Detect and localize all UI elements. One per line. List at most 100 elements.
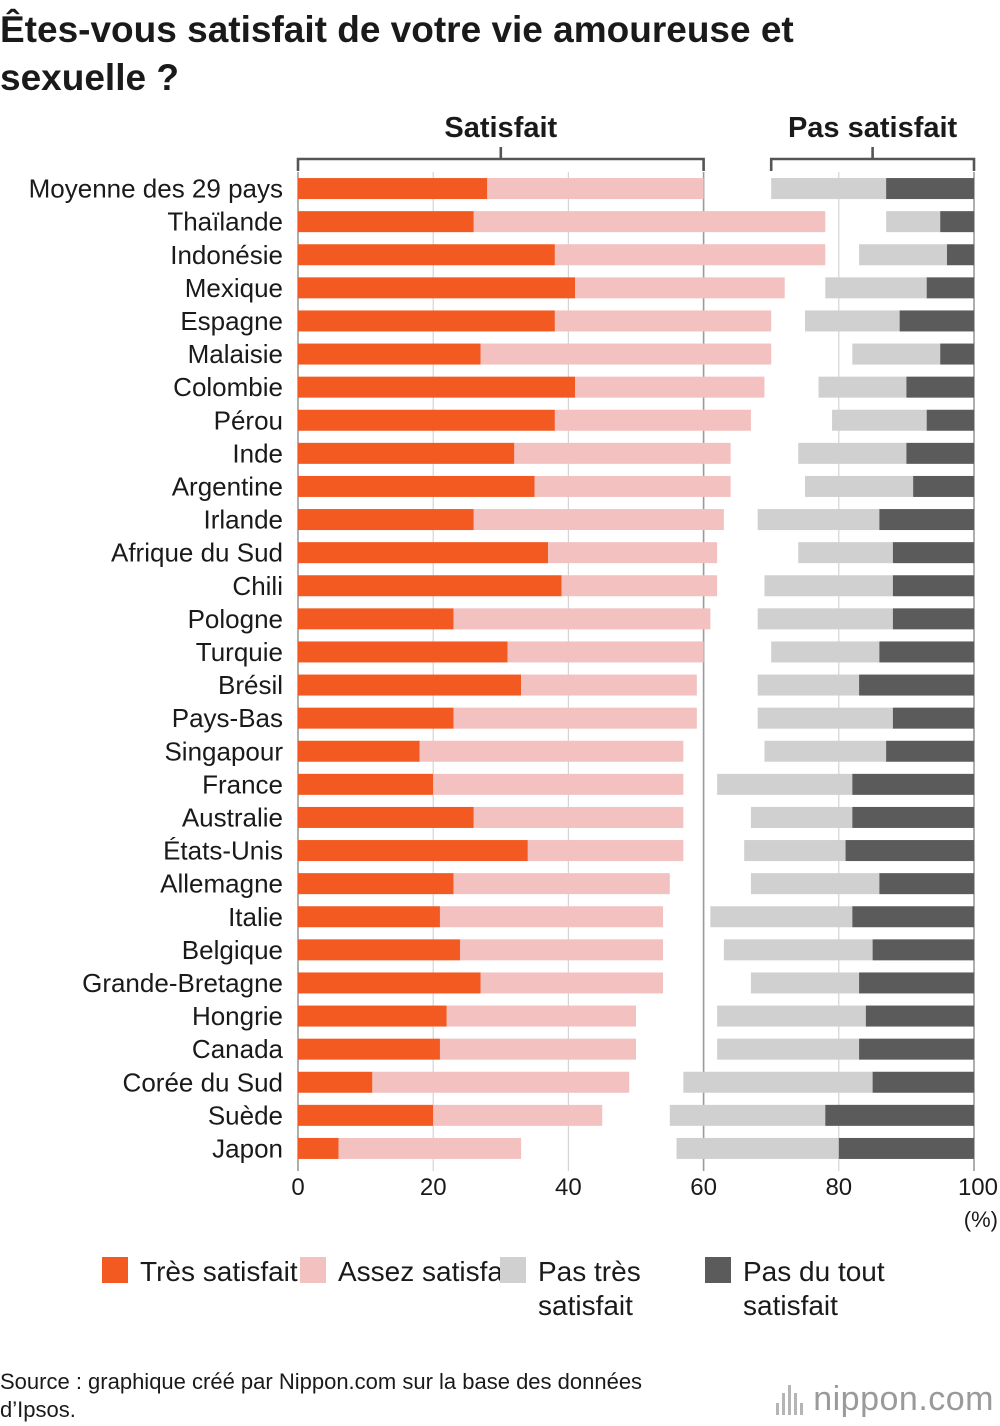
bar-pas-tres-satisfait [744,840,846,862]
category-label: Canada [192,1034,284,1064]
source-note: Source : graphique créé par Nippon.com s… [0,1369,643,1422]
bar-assez-satisfait [480,972,664,994]
category-label: Turquie [196,637,283,667]
bar-tres-satisfait [298,608,454,630]
bar-pas-du-tout-satisfait [892,707,974,729]
bar-tres-satisfait [298,277,576,299]
bar-tres-satisfait [298,409,555,431]
bar-pas-du-tout-satisfait [859,674,974,696]
bar-tres-satisfait [298,806,474,828]
category-label: Brésil [218,670,283,700]
legend: Très satisfait Assez satisfait Pas très … [0,1255,1000,1335]
bar-pas-tres-satisfait [750,806,853,828]
bar-tres-satisfait [298,740,420,762]
bar-assez-satisfait [453,873,670,895]
bar-assez-satisfait [514,442,731,464]
bar-pas-tres-satisfait [771,641,880,663]
bar-pas-tres-satisfait [710,906,853,928]
bar-pas-du-tout-satisfait [886,740,974,762]
bar-pas-tres-satisfait [886,211,941,233]
category-label: Irlande [204,505,284,535]
logo-mark-icon [776,1384,804,1415]
legend-label-pas-tres: Pas très satisfait [538,1256,641,1321]
bar-assez-satisfait [433,1104,603,1126]
category-label: Pologne [188,604,283,634]
pas-satisfait-group-bracket [769,157,976,171]
bar-tres-satisfait [298,475,535,497]
category-label: Espagne [180,306,283,336]
bar-tres-satisfait [298,1137,339,1159]
bar-pas-tres-satisfait [757,707,893,729]
bar-tres-satisfait [298,840,528,862]
bar-assez-satisfait [473,806,684,828]
bar-pas-du-tout-satisfait [865,1005,974,1027]
bar-assez-satisfait [575,376,765,398]
bar-pas-tres-satisfait [750,873,880,895]
chart-title: Êtes-vous satisfait de votre vie amoureu… [0,9,794,98]
bar-tres-satisfait [298,906,440,928]
bar-tres-satisfait [298,674,522,696]
bar-pas-tres-satisfait [764,575,893,597]
bar-tres-satisfait [298,1038,440,1060]
bar-pas-du-tout-satisfait [913,475,974,497]
bar-assez-satisfait [534,475,731,497]
bar-assez-satisfait [480,343,772,365]
bar-assez-satisfait [433,773,684,795]
bar-pas-tres-satisfait [825,277,927,299]
bar-assez-satisfait [439,906,664,928]
category-label: Suède [208,1100,283,1130]
bar-pas-tres-satisfait [757,674,860,696]
bar-pas-du-tout-satisfait [892,575,974,597]
category-label: Chili [232,571,283,601]
grid-lines [297,172,975,1171]
bar-assez-satisfait [554,310,772,332]
bar-assez-satisfait [554,244,826,266]
bar-pas-tres-satisfait [750,972,860,994]
bar-pas-tres-satisfait [805,310,900,332]
bar-pas-du-tout-satisfait [926,277,974,299]
category-label: Hongrie [192,1001,283,1031]
bar-pas-du-tout-satisfait [859,1038,974,1060]
bar-tres-satisfait [298,1104,434,1126]
bar-pas-tres-satisfait [723,939,873,961]
bar-tres-satisfait [298,707,454,729]
bar-pas-du-tout-satisfait [852,906,974,928]
legend-label-assez: Assez satisfait [338,1256,517,1287]
bar-assez-satisfait [527,840,684,862]
bar-pas-tres-satisfait [764,740,887,762]
bar-tres-satisfait [298,509,474,531]
bar-pas-du-tout-satisfait [906,376,974,398]
bar-tres-satisfait [298,873,454,895]
bar-tres-satisfait [298,343,481,365]
x-tick-label: 0 [291,1174,304,1201]
logo-text: nippon.com [813,1380,994,1418]
bar-tres-satisfait [298,310,555,332]
bar-pas-du-tout-satisfait [838,1137,974,1159]
bar-pas-du-tout-satisfait [879,509,974,531]
bar-assez-satisfait [372,1071,630,1093]
legend-item-pas-du-tout: Pas du tout satisfait [705,1255,923,1323]
bar-pas-du-tout-satisfait [892,608,974,630]
bar-tres-satisfait [298,972,481,994]
legend-item-assez: Assez satisfait [300,1255,518,1289]
bar-pas-tres-satisfait [859,244,947,266]
bar-pas-tres-satisfait [683,1071,873,1093]
bar-assez-satisfait [460,939,664,961]
bar-assez-satisfait [446,1005,636,1027]
bar-assez-satisfait [554,409,751,431]
bar-assez-satisfait [561,575,718,597]
category-label: Afrique du Sud [111,538,283,568]
category-label: Argentine [172,471,283,501]
category-label: Malaisie [188,339,283,369]
category-label: Thaïlande [167,207,283,237]
category-label: Allemagne [160,869,283,899]
bar-pas-du-tout-satisfait [892,542,974,564]
bar-assez-satisfait [487,178,704,200]
category-label: Moyenne des 29 pays [29,174,283,204]
stacked-bar-chart: Moyenne des 29 paysThaïlandeIndonésieMex… [29,112,998,1232]
bar-tres-satisfait [298,1005,447,1027]
x-tick-label: 100 [958,1174,998,1201]
bar-pas-tres-satisfait [852,343,941,365]
bar-tres-satisfait [298,442,515,464]
bar-pas-tres-satisfait [805,475,914,497]
